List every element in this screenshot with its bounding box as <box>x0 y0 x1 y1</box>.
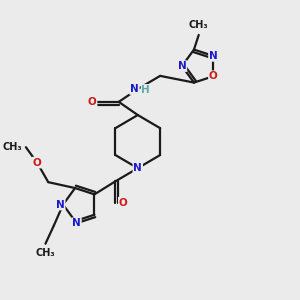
Text: O: O <box>33 158 41 168</box>
Text: O: O <box>119 198 128 208</box>
Text: CH₃: CH₃ <box>189 20 208 30</box>
Text: CH₃: CH₃ <box>36 248 55 258</box>
Text: N: N <box>130 84 139 94</box>
Text: N: N <box>178 61 186 71</box>
Text: N: N <box>209 51 218 61</box>
Text: CH₃: CH₃ <box>3 142 22 152</box>
Text: N: N <box>56 200 65 209</box>
Text: O: O <box>88 97 97 107</box>
Text: N: N <box>134 163 142 173</box>
Text: N: N <box>72 218 81 228</box>
Text: O: O <box>209 71 218 81</box>
Text: H: H <box>141 85 150 94</box>
